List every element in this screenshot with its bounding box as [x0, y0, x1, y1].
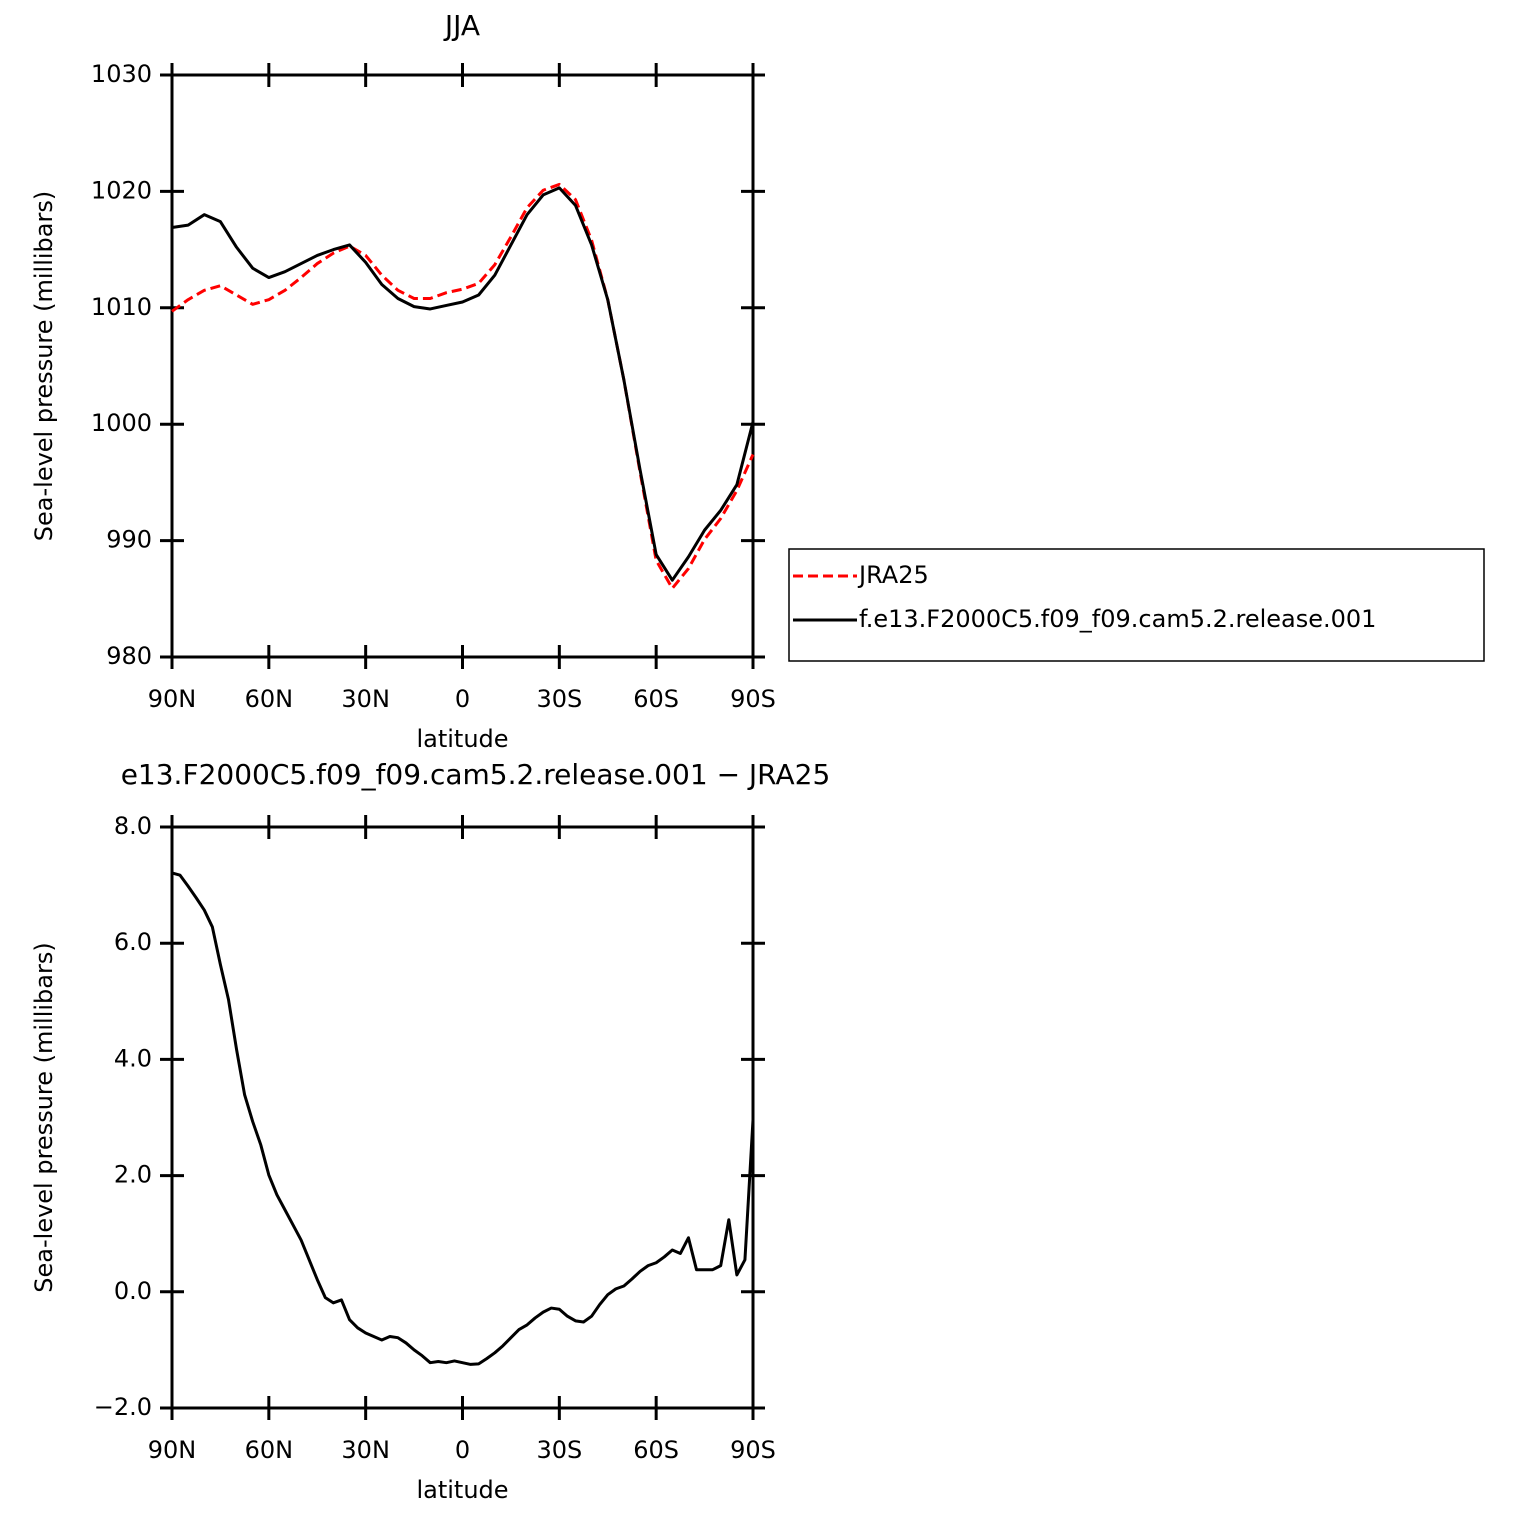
series-line [171, 871, 755, 1366]
legend-box [788, 548, 1485, 662]
x-tick-label: 90N [148, 1436, 197, 1464]
x-tick-label: 30N [341, 1436, 390, 1464]
y-tick-label: 1010 [91, 293, 152, 321]
x-axis-label: latitude [416, 1476, 508, 1504]
y-tick-label: 1000 [91, 409, 152, 437]
y-axis-label: Sea-level pressure (millibars) [30, 942, 58, 1292]
chart-title: e13.F2000C5.f09_f09.cam5.2.release.001 −… [121, 758, 831, 791]
y-tick-label: 8.0 [114, 812, 152, 840]
x-tick-label: 90S [730, 685, 776, 713]
legend-label: f.e13.F2000C5.f09_f09.cam5.2.release.001 [859, 605, 1376, 633]
y-tick-label: 0.0 [114, 1277, 152, 1305]
y-axis-label: Sea-level pressure (millibars) [30, 191, 58, 541]
x-tick-label: 90N [148, 685, 197, 713]
y-tick-label: 1030 [91, 60, 152, 88]
x-tick-label: 60N [245, 1436, 294, 1464]
plot-frame [170, 73, 755, 659]
y-tick-label: 1020 [91, 176, 152, 204]
x-tick-label: 60N [245, 685, 294, 713]
plot-frame [170, 825, 755, 1410]
y-tick-label: 2.0 [114, 1161, 152, 1189]
chart-title: JJA [443, 9, 480, 42]
legend-label: JRA25 [857, 561, 929, 589]
x-axis-label: latitude [416, 725, 508, 753]
x-tick-label: 90S [730, 1436, 776, 1464]
x-tick-label: 60S [633, 685, 679, 713]
series-line [171, 182, 755, 590]
y-tick-label: 4.0 [114, 1044, 152, 1072]
y-tick-label: −2.0 [94, 1393, 152, 1421]
x-tick-label: 30S [536, 685, 582, 713]
x-tick-label: 30N [341, 685, 390, 713]
series-line [171, 186, 755, 582]
x-tick-label: 60S [633, 1436, 679, 1464]
y-tick-label: 6.0 [114, 928, 152, 956]
x-tick-label: 0 [455, 1436, 470, 1464]
y-tick-label: 980 [106, 642, 152, 670]
x-tick-label: 30S [536, 1436, 582, 1464]
y-tick-label: 990 [106, 526, 152, 554]
x-tick-label: 0 [455, 685, 470, 713]
